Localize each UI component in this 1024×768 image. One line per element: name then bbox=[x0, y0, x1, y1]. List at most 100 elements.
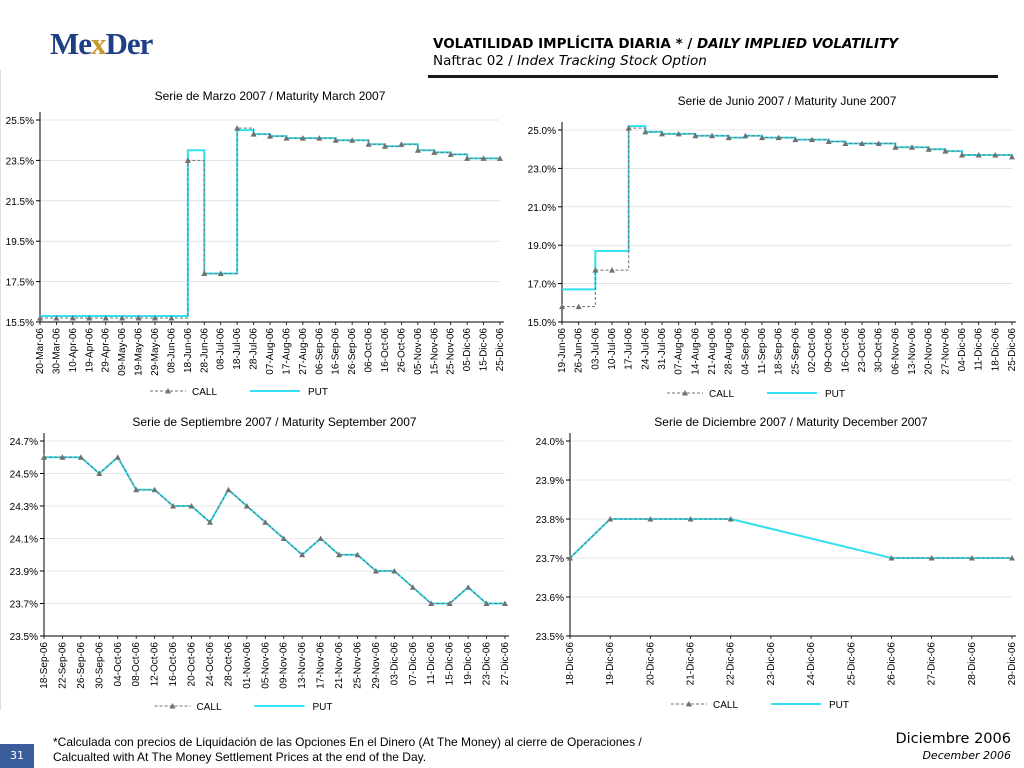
call-point bbox=[975, 151, 982, 158]
x-tick-label: 26-Sep-06 bbox=[347, 328, 358, 375]
x-tick-label: 17-Nov-06 bbox=[316, 642, 327, 689]
y-tick-label: 23.0% bbox=[528, 164, 556, 175]
call-point bbox=[725, 134, 732, 141]
call-point bbox=[188, 503, 195, 509]
chart-svg: Serie de Septiembre 2007 / Maturity Sept… bbox=[10, 415, 511, 713]
call-point bbox=[299, 135, 306, 141]
call-line bbox=[562, 127, 1013, 308]
call-point bbox=[727, 516, 734, 522]
x-tick-label: 18-Jul-06 bbox=[232, 328, 243, 370]
x-tick-label: 11-Dic-06 bbox=[426, 642, 437, 685]
call-point bbox=[317, 535, 324, 541]
call-point bbox=[959, 151, 965, 158]
x-tick-label: 26-Sep-06 bbox=[76, 642, 87, 689]
chart-title: Serie de Junio 2007 / Maturity June 2007 bbox=[678, 94, 897, 108]
x-tick-label: 15-Dic-06 bbox=[479, 328, 490, 372]
page-title-es: VOLATILIDAD IMPLÍCITA DIARIA * / bbox=[433, 36, 697, 52]
y-tick-label: 15.0% bbox=[528, 318, 556, 329]
page-number: 31 bbox=[0, 744, 34, 768]
call-point bbox=[102, 314, 109, 321]
call-point bbox=[283, 135, 290, 141]
x-tick-label: 11-Sep-06 bbox=[757, 328, 768, 374]
call-point bbox=[607, 516, 614, 522]
call-point bbox=[225, 486, 232, 493]
x-tick-label: 06-Sep-06 bbox=[314, 328, 325, 375]
call-point bbox=[675, 130, 682, 137]
x-tick-label: 10-Jul-06 bbox=[607, 328, 618, 370]
call-point bbox=[609, 267, 615, 273]
call-point bbox=[119, 314, 126, 321]
x-tick-label: 25-Dic-06 bbox=[495, 328, 506, 372]
x-tick-label: 08-Jul-06 bbox=[216, 328, 227, 370]
x-tick-label: 04-Sep-06 bbox=[740, 328, 751, 375]
x-tick-label: 15-Nov-06 bbox=[429, 328, 440, 375]
call-point bbox=[217, 270, 224, 277]
legend-put-label: PUT bbox=[829, 700, 849, 711]
call-point bbox=[909, 144, 915, 150]
header-rule bbox=[428, 75, 998, 78]
x-tick-label: 25-Sep-06 bbox=[790, 328, 801, 375]
call-point bbox=[336, 551, 343, 558]
call-point bbox=[859, 140, 865, 146]
x-tick-label: 06-Oct-06 bbox=[364, 328, 375, 373]
call-point bbox=[267, 133, 273, 139]
x-tick-label: 12-Oct-06 bbox=[150, 642, 161, 687]
chart-svg: Serie de Junio 2007 / Maturity June 2007… bbox=[528, 94, 1018, 400]
x-tick-label: 16-Oct-06 bbox=[380, 328, 391, 373]
call-point bbox=[925, 146, 932, 152]
y-tick-label: 25.0% bbox=[528, 126, 556, 137]
x-tick-label: 16-Oct-06 bbox=[168, 642, 179, 687]
x-tick-label: 22-Sep-06 bbox=[57, 642, 68, 689]
x-tick-label: 18-Dic-06 bbox=[565, 642, 576, 686]
x-tick-label: 20-Dic-06 bbox=[645, 642, 656, 686]
x-tick-label: 01-Nov-06 bbox=[242, 642, 253, 689]
x-tick-label: 21-Nov-06 bbox=[334, 642, 345, 689]
date-en: December 2006 bbox=[922, 749, 1011, 762]
call-point bbox=[391, 568, 398, 574]
call-point bbox=[465, 584, 472, 590]
chart-december-2007: Serie de Diciembre 2007 / Maturity Decem… bbox=[512, 408, 1024, 728]
call-point bbox=[41, 454, 47, 460]
call-point bbox=[928, 555, 935, 561]
call-point bbox=[687, 516, 694, 522]
call-line bbox=[44, 456, 505, 604]
footnote-line-en: Calcualted with At The Money Settlement … bbox=[53, 750, 427, 764]
call-point bbox=[59, 454, 66, 460]
call-point bbox=[742, 132, 749, 139]
y-tick-label: 23.8% bbox=[536, 515, 564, 526]
x-tick-label: 20-Mar-06 bbox=[35, 328, 46, 375]
x-tick-label: 24-Oct-06 bbox=[205, 642, 216, 687]
x-tick-label: 27-Aug-06 bbox=[298, 328, 309, 375]
x-tick-label: 22-Dic-06 bbox=[726, 642, 737, 686]
call-point bbox=[483, 600, 490, 606]
x-tick-label: 25-Dic-06 bbox=[846, 642, 857, 686]
x-tick-label: 19-Dic-06 bbox=[463, 642, 474, 686]
call-line bbox=[40, 127, 500, 319]
call-point bbox=[447, 151, 454, 157]
call-point bbox=[1009, 555, 1015, 561]
call-point bbox=[332, 137, 339, 143]
x-tick-label: 07-Aug-06 bbox=[674, 328, 685, 375]
call-point bbox=[382, 143, 388, 149]
x-tick-label: 23-Oct-06 bbox=[857, 328, 868, 373]
x-tick-label: 20-Nov-06 bbox=[924, 328, 935, 375]
page-title-en: DAILY IMPLIED VOLATILITY bbox=[696, 36, 899, 52]
call-point bbox=[151, 486, 158, 493]
call-point bbox=[875, 140, 882, 146]
footnote-line-es: *Calculada con precios de Liquidación de… bbox=[53, 735, 642, 749]
call-point bbox=[152, 314, 158, 321]
call-point bbox=[659, 130, 665, 137]
call-point bbox=[775, 134, 782, 141]
call-point bbox=[792, 136, 799, 143]
x-tick-label: 17-Aug-06 bbox=[281, 328, 292, 375]
y-tick-label: 19.5% bbox=[6, 237, 34, 248]
legend-put-label: PUT bbox=[825, 389, 845, 400]
call-point bbox=[968, 555, 975, 561]
call-point bbox=[625, 125, 632, 131]
x-tick-label: 04-Dic-06 bbox=[957, 328, 968, 372]
call-point bbox=[234, 125, 241, 131]
x-tick-label: 28-Oct-06 bbox=[223, 642, 234, 687]
x-tick-label: 08-Jun-06 bbox=[166, 328, 177, 373]
y-tick-label: 25.5% bbox=[6, 116, 34, 127]
x-tick-label: 18-Dic-06 bbox=[990, 328, 1001, 372]
